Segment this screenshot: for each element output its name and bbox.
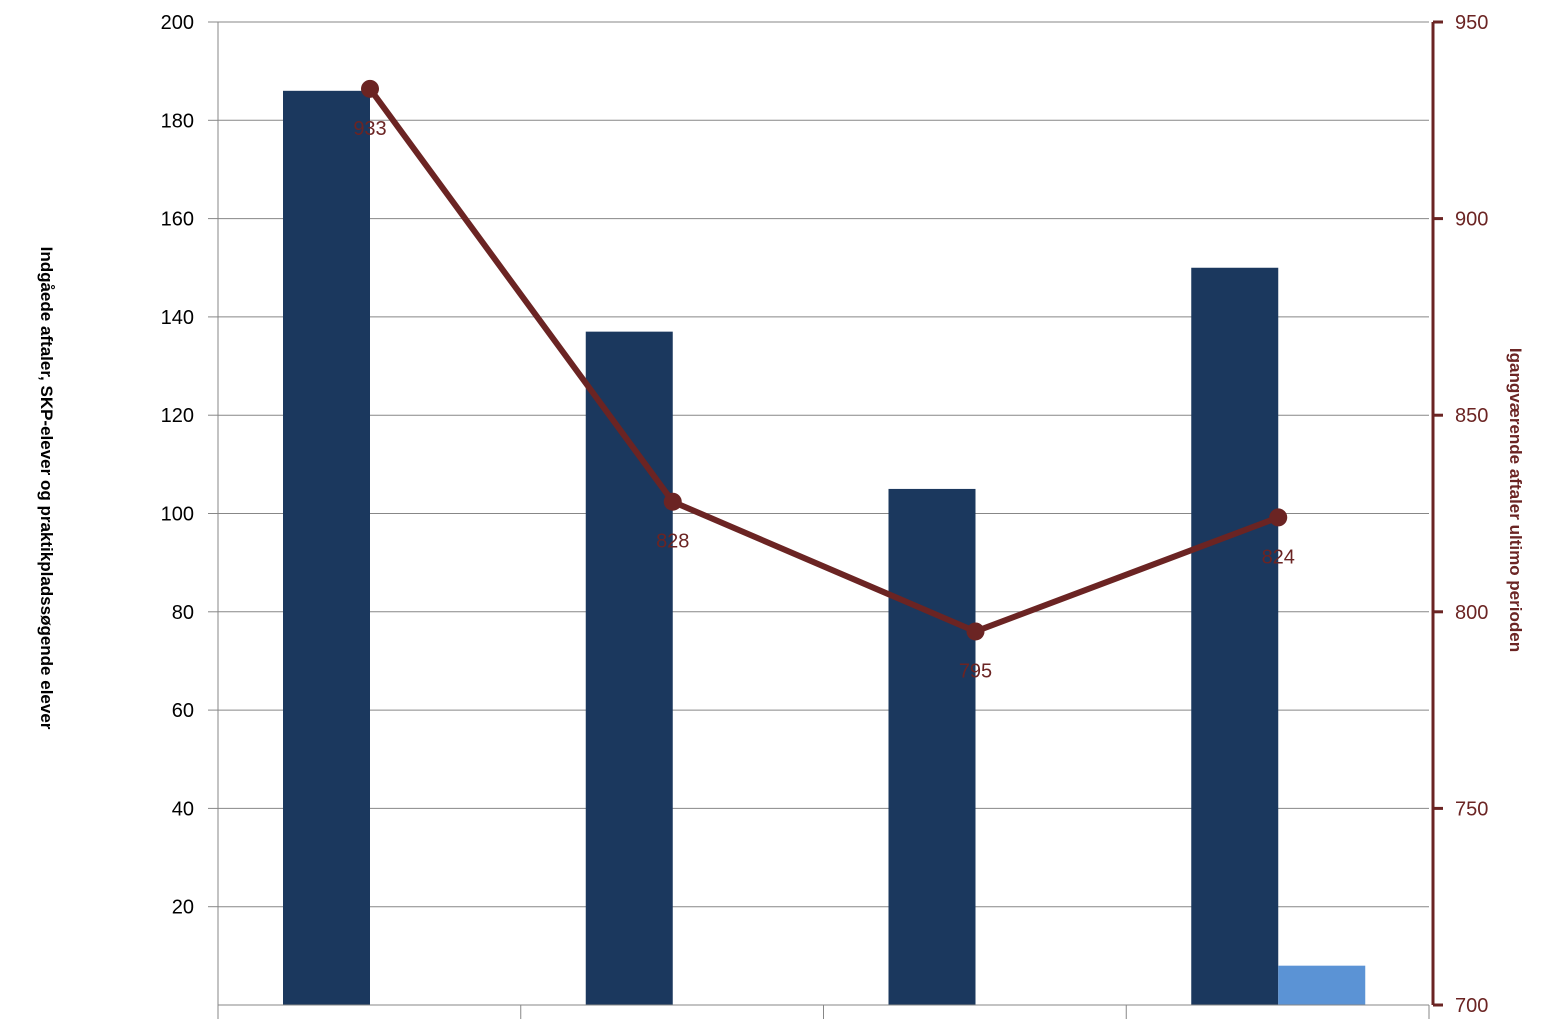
right-tick-label: 900 bbox=[1455, 209, 1488, 231]
left-tick-label: 160 bbox=[161, 209, 194, 231]
data-label: 795 bbox=[959, 660, 992, 682]
right-axis-title: Igangværende aftaler ultimo perioden bbox=[1506, 348, 1525, 652]
left-tick-label: 200 bbox=[161, 12, 194, 34]
data-label: 824 bbox=[1262, 546, 1295, 568]
line-point bbox=[361, 79, 379, 98]
right-tick-label: 700 bbox=[1455, 995, 1488, 1017]
right-tick-label: 750 bbox=[1455, 798, 1488, 820]
bars bbox=[283, 90, 1366, 1005]
left-axis-ticks: 20 40 60 80 100 120 140 160 180 200 bbox=[161, 12, 218, 919]
gridlines bbox=[218, 21, 1429, 908]
left-tick-label: 20 bbox=[172, 897, 194, 919]
left-tick-label: 140 bbox=[161, 307, 194, 329]
left-tick-label: 180 bbox=[161, 110, 194, 132]
series-line bbox=[367, 87, 1280, 635]
bar bbox=[888, 488, 976, 1005]
data-label: 828 bbox=[656, 531, 689, 553]
line-point bbox=[1269, 508, 1288, 527]
line-series: 933 828 795 824 bbox=[353, 79, 1295, 682]
left-tick-label: 120 bbox=[161, 405, 194, 427]
line-point bbox=[663, 492, 682, 511]
left-tick-label: 60 bbox=[172, 700, 194, 722]
right-axis-ticks: 700 750 800 850 900 950 bbox=[1433, 12, 1488, 1017]
bar bbox=[1278, 965, 1366, 1005]
left-tick-label: 100 bbox=[161, 504, 194, 526]
left-tick-label: 40 bbox=[172, 798, 194, 820]
left-axis-title: Indgåede aftaler, SKP-elever og praktikp… bbox=[37, 247, 56, 730]
left-tick-label: 80 bbox=[172, 602, 194, 624]
bar bbox=[585, 331, 673, 1005]
right-tick-label: 800 bbox=[1455, 602, 1488, 624]
bar bbox=[283, 90, 370, 1005]
bar bbox=[1191, 267, 1279, 1005]
right-tick-label: 850 bbox=[1455, 405, 1488, 427]
data-label: 933 bbox=[353, 118, 386, 140]
line-point bbox=[966, 622, 985, 641]
right-tick-label: 950 bbox=[1455, 12, 1488, 34]
